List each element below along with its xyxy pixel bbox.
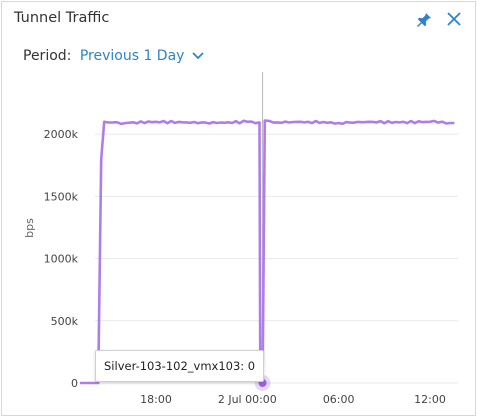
close-icon[interactable] bbox=[445, 10, 463, 28]
x-tick-label: 06:00 bbox=[323, 393, 355, 406]
y-tick-label: 1000k bbox=[44, 253, 79, 266]
chevron-down-icon[interactable] bbox=[191, 51, 205, 61]
pin-icon[interactable] bbox=[415, 11, 433, 29]
panel-title: Tunnel Traffic bbox=[14, 10, 110, 26]
y-tick-label: 2000k bbox=[44, 128, 79, 141]
series-line bbox=[79, 119, 455, 385]
y-tick-label: 500k bbox=[51, 315, 79, 328]
x-tick-label: 12:00 bbox=[414, 393, 446, 406]
chart-tooltip: Silver-103-102_vmx103: 0 bbox=[95, 350, 265, 382]
y-tick-label: 0 bbox=[71, 377, 78, 390]
period-label: Period: bbox=[23, 48, 72, 64]
period-selector[interactable]: Period: Previous 1 Day bbox=[23, 48, 205, 64]
period-value[interactable]: Previous 1 Day bbox=[79, 48, 185, 64]
y-axis-label: bps bbox=[23, 218, 36, 238]
x-tick-label: 18:00 bbox=[140, 393, 172, 406]
y-tick-label: 1500k bbox=[44, 190, 79, 203]
x-tick-label: 2 Jul 00:00 bbox=[218, 393, 277, 406]
